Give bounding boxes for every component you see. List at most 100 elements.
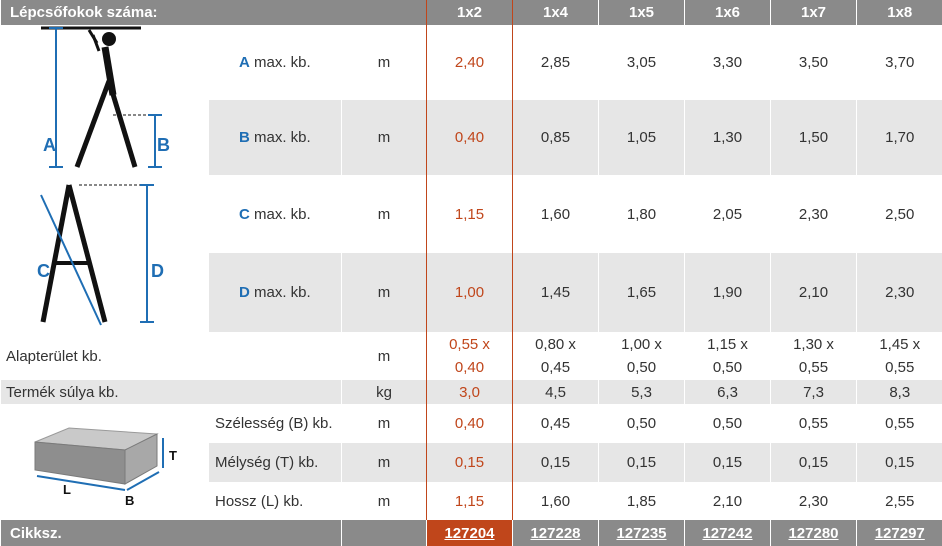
value-cell: 2,85 xyxy=(512,25,599,100)
row-label: C max. kb. xyxy=(208,175,342,253)
row-label: D max. kb. xyxy=(208,253,342,332)
value-cell: 8,3 xyxy=(856,380,942,404)
model-header: 1x2 xyxy=(426,0,513,25)
ladder-drawing: A B C xyxy=(37,26,170,326)
value-cell: 1,15 xyxy=(426,482,513,520)
unit-cell: m xyxy=(341,332,427,380)
value-cell: 0,15 xyxy=(856,443,942,482)
row-footprint: Alapterület kb. m 0,55 x 0,40 0,80 x 0,45 … xyxy=(0,332,942,380)
article-code-link[interactable]: 127235 xyxy=(598,520,685,546)
article-code-link[interactable]: 127242 xyxy=(684,520,771,546)
value-cell: 3,50 xyxy=(770,25,857,100)
value-cell: 2,50 xyxy=(856,175,942,253)
footer-spacer xyxy=(341,520,427,546)
value-cell: 1,15 x 0,50 xyxy=(684,332,771,380)
model-header: 1x6 xyxy=(684,0,771,25)
value-cell: 0,15 xyxy=(598,443,685,482)
unit-cell: m xyxy=(341,175,427,253)
value-cell: 1,65 xyxy=(598,253,685,332)
ladder-diagram: A B C xyxy=(0,25,209,332)
dim-letter: A xyxy=(239,54,250,71)
footer-title: Cikksz. xyxy=(0,520,342,546)
value-cell: 2,10 xyxy=(684,482,771,520)
value-cell: 2,10 xyxy=(770,253,857,332)
unit-cell: m xyxy=(341,253,427,332)
row-c: C max. kb. m 1,15 1,60 1,80 2,05 2,30 2,… xyxy=(1,175,942,253)
box-diagram: T L B xyxy=(0,404,209,520)
value-cell: 6,3 xyxy=(684,380,771,404)
row-label: Alapterület kb. xyxy=(0,332,342,380)
value-cell: 3,70 xyxy=(856,25,942,100)
row-label: A max. kb. xyxy=(208,25,342,100)
value-cell: 1,90 xyxy=(684,253,771,332)
row-label: B max. kb. xyxy=(208,100,342,175)
model-header: 1x5 xyxy=(598,0,685,25)
unit-cell: m xyxy=(341,404,427,443)
unit-cell: m xyxy=(341,482,427,520)
model-header: 1x8 xyxy=(856,0,942,25)
value-cell: 2,55 xyxy=(856,482,942,520)
dim-label-c: C xyxy=(37,261,50,281)
unit-cell: m xyxy=(341,25,427,100)
value-cell: 7,3 xyxy=(770,380,857,404)
value-cell: 1,80 xyxy=(598,175,685,253)
value-cell: 0,45 xyxy=(512,404,599,443)
value-cell: 0,50 xyxy=(684,404,771,443)
value-cell: 1,30 x 0,55 xyxy=(770,332,857,380)
row-label: Hossz (L) kb. xyxy=(208,482,342,520)
value-cell: 1,00 x 0,50 xyxy=(598,332,685,380)
value-cell: 0,55 xyxy=(770,404,857,443)
value-cell: 0,80 x 0,45 xyxy=(512,332,599,380)
dim-letter: B xyxy=(239,129,250,146)
package-drawing: T L B xyxy=(34,427,177,508)
article-code-link[interactable]: 127228 xyxy=(512,520,599,546)
row-length: Hossz (L) kb. m 1,15 1,60 1,85 2,10 2,30… xyxy=(1,482,942,520)
row-d: D max. kb. m 1,00 1,45 1,65 1,90 2,10 2,… xyxy=(0,253,942,332)
value-cell: 2,30 xyxy=(770,482,857,520)
value-cell: 1,45 xyxy=(512,253,599,332)
row-a: A B C xyxy=(0,25,942,332)
value-cell: 2,30 xyxy=(856,253,942,332)
value-cell: 3,0 xyxy=(426,380,513,404)
dim-letter: C xyxy=(239,205,250,223)
row-label: Mélység (T) kb. xyxy=(208,443,342,482)
unit-cell: kg xyxy=(341,380,427,404)
value-cell: 1,15 xyxy=(426,175,513,253)
value-cell: 0,55 x 0,40 xyxy=(426,332,513,380)
value-cell: 0,15 xyxy=(426,443,513,482)
value-cell: 3,05 xyxy=(598,25,685,100)
row-weight: Termék súlya kb. kg 3,0 4,5 5,3 6,3 7,3 … xyxy=(0,380,942,404)
value-cell: 5,3 xyxy=(598,380,685,404)
dim-label-t: T xyxy=(169,448,177,463)
value-cell: 1,85 xyxy=(598,482,685,520)
row-label: Termék súlya kb. xyxy=(0,380,342,404)
model-header: 1x4 xyxy=(512,0,599,25)
dim-label-d: D xyxy=(151,261,164,281)
value-cell: 2,40 xyxy=(426,25,513,100)
value-cell: 0,55 xyxy=(856,404,942,443)
value-cell: 1,45 x 0,55 xyxy=(856,332,942,380)
value-cell: 1,50 xyxy=(770,100,857,175)
footer-row: Cikksz. 127204 127228 127235 127242 1272… xyxy=(0,520,942,546)
value-cell: 1,00 xyxy=(426,253,513,332)
value-cell: 0,40 xyxy=(426,100,513,175)
dim-label-b2: B xyxy=(125,493,134,508)
value-cell: 0,50 xyxy=(598,404,685,443)
dim-label-l: L xyxy=(63,482,71,497)
value-cell: 3,30 xyxy=(684,25,771,100)
value-cell: 1,70 xyxy=(856,100,942,175)
value-cell: 0,15 xyxy=(512,443,599,482)
unit-cell: m xyxy=(341,443,427,482)
dim-label-b: B xyxy=(157,135,170,155)
article-code-link[interactable]: 127280 xyxy=(770,520,857,546)
article-code-link[interactable]: 127204 xyxy=(426,520,513,546)
value-cell: 0,40 xyxy=(426,404,513,443)
dim-label-a: A xyxy=(43,135,56,155)
value-cell: 1,60 xyxy=(512,482,599,520)
value-cell: 1,60 xyxy=(512,175,599,253)
value-cell: 2,30 xyxy=(770,175,857,253)
value-cell: 1,05 xyxy=(598,100,685,175)
article-code-link[interactable]: 127297 xyxy=(856,520,942,546)
dim-letter: D xyxy=(239,284,250,301)
